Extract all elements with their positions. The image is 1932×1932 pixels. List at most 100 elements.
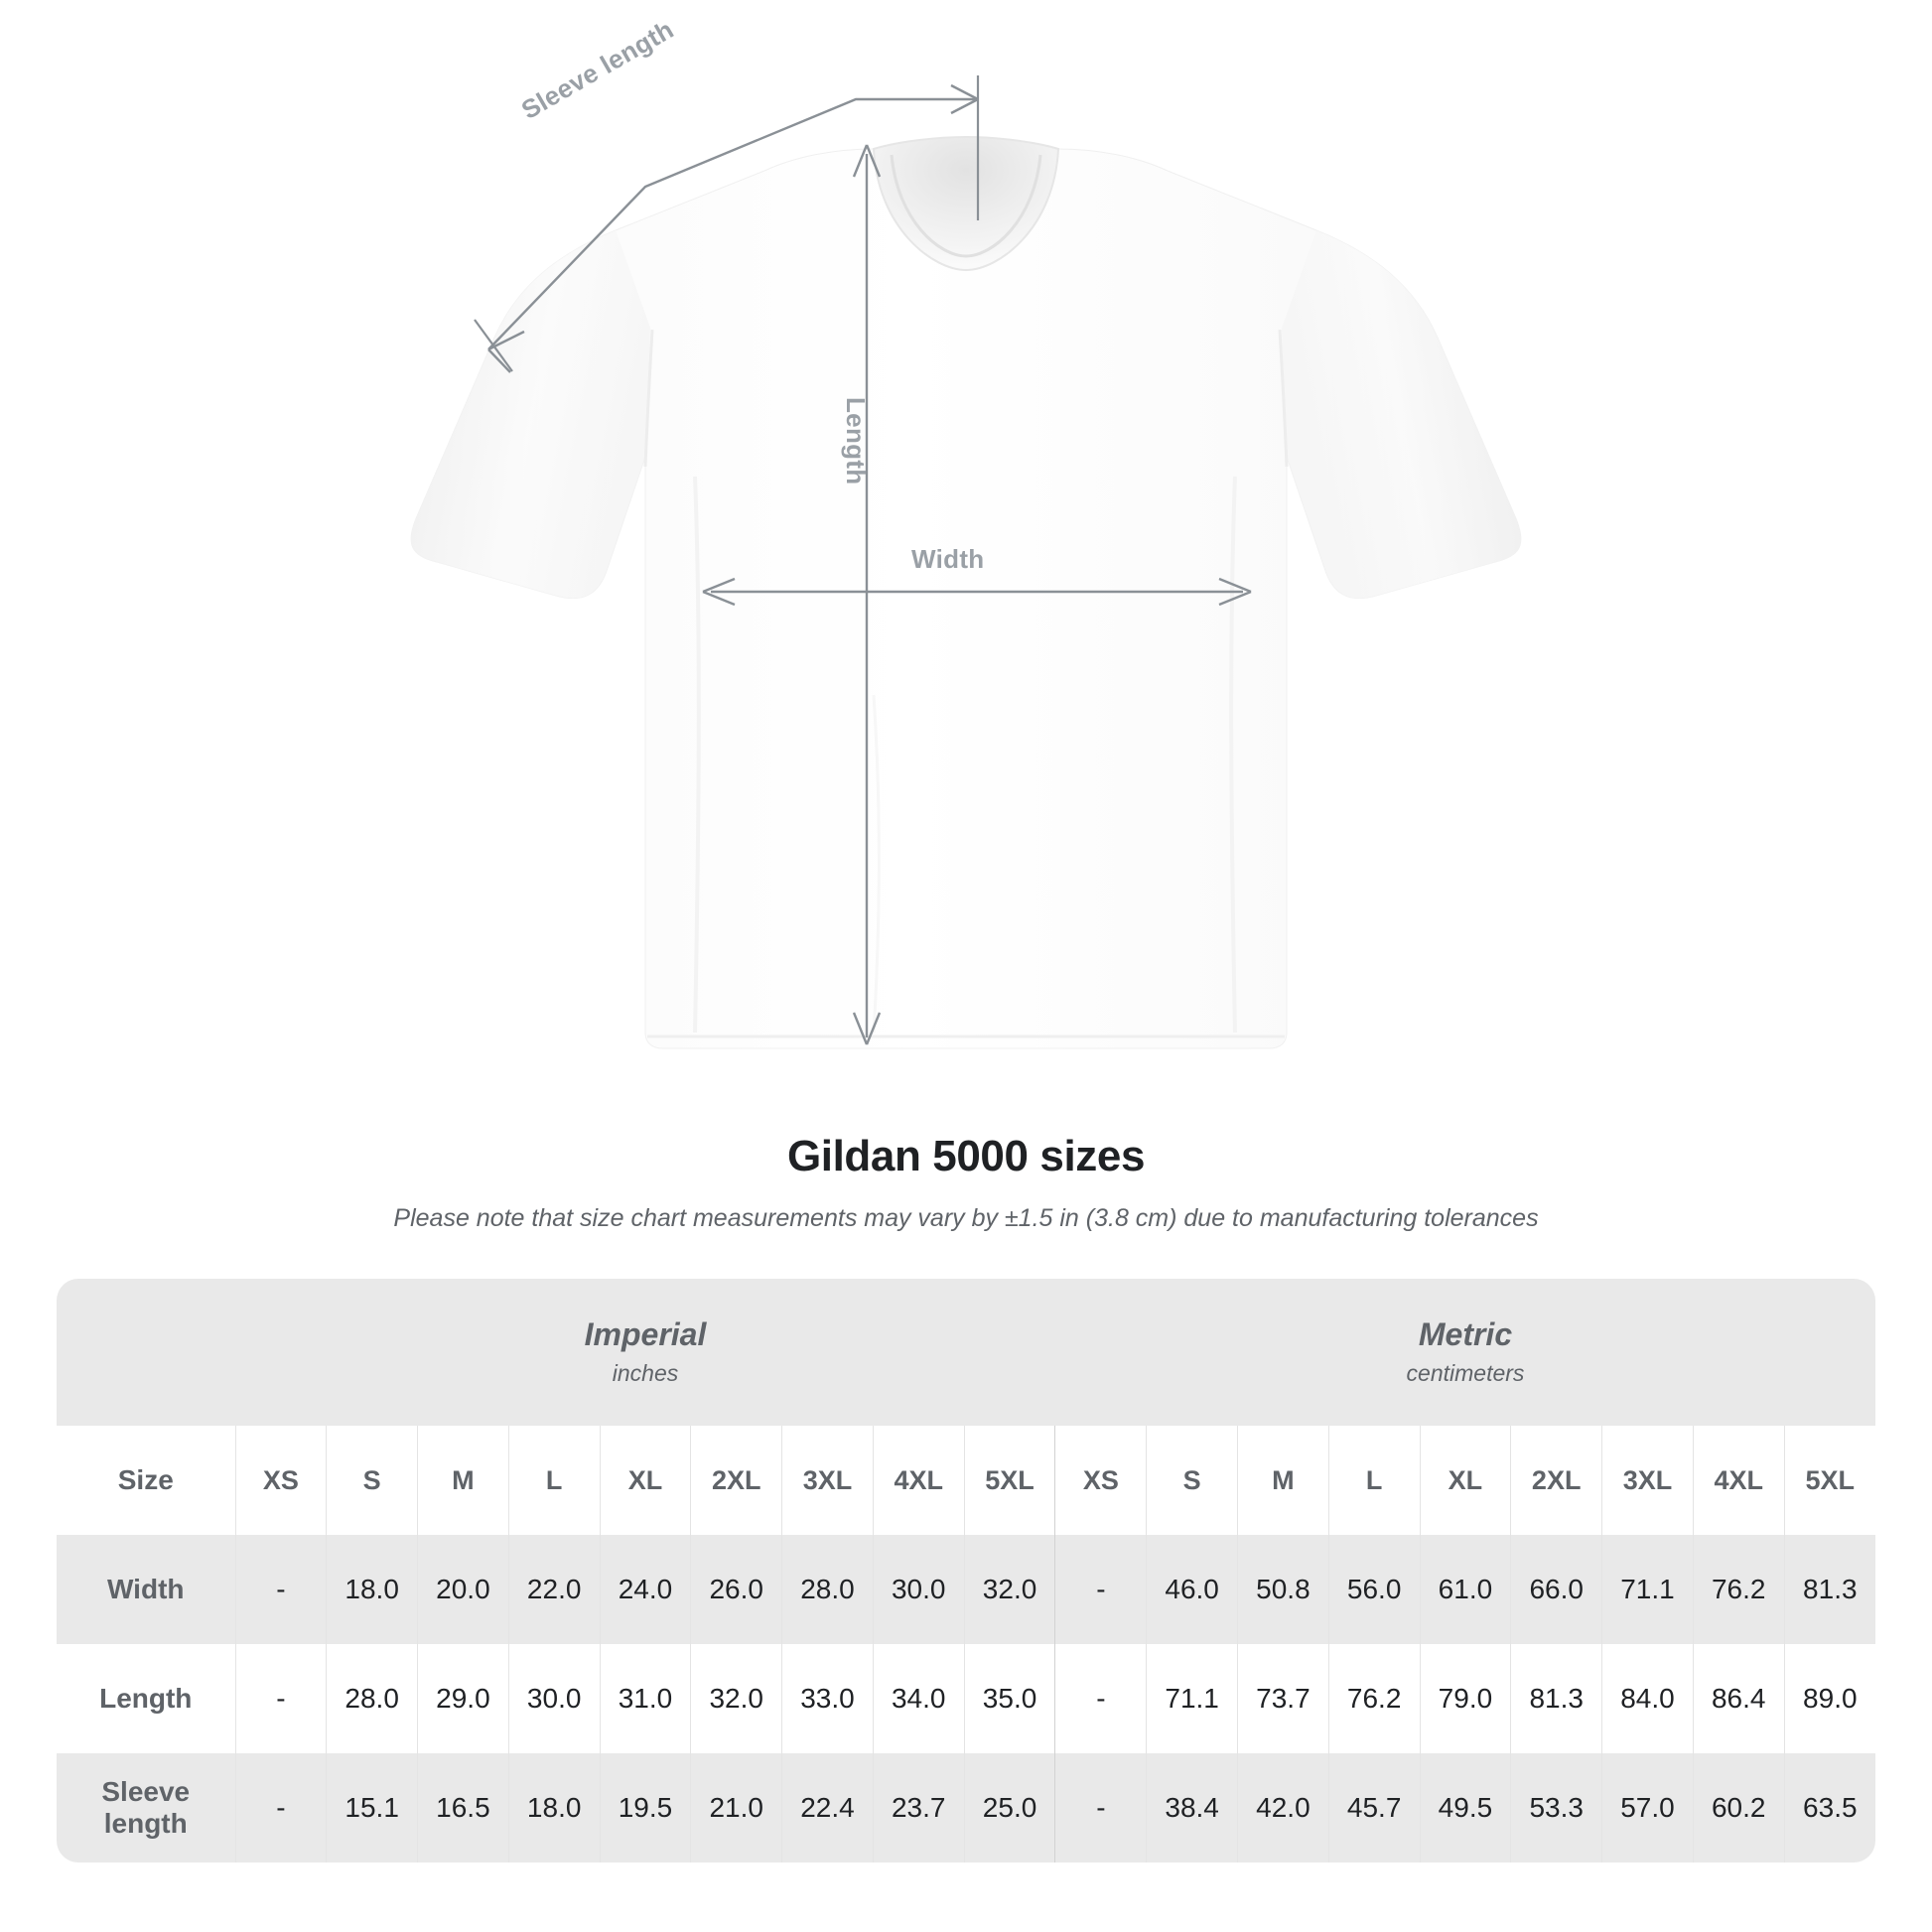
- size-chart-table-container: Imperial inches Metric centimeters Size XS S M L…: [57, 1279, 1875, 1863]
- cell-sleeve-length-metric-m: 42.0: [1237, 1753, 1329, 1863]
- cell-sleeve-length-metric-s: 38.4: [1146, 1753, 1238, 1863]
- cell-sleeve-length-metric-xs: -: [1054, 1753, 1147, 1863]
- cell-length-metric-s: 71.1: [1146, 1644, 1238, 1753]
- title-block: Gildan 5000 sizes Please note that size …: [0, 1132, 1932, 1234]
- cell-width-imperial-s: 18.0: [326, 1535, 418, 1644]
- cell-width-imperial-3xl: 28.0: [781, 1535, 874, 1644]
- cell-length-metric-4xl: 86.4: [1692, 1644, 1785, 1753]
- size-header-metric-3xl: 3XL: [1601, 1426, 1694, 1535]
- cell-sleeve-length-imperial-m: 16.5: [417, 1753, 509, 1863]
- cell-length-metric-m: 73.7: [1237, 1644, 1329, 1753]
- cell-width-metric-4xl: 76.2: [1692, 1535, 1785, 1644]
- size-column-header: Size: [57, 1426, 235, 1535]
- cell-width-imperial-xs: -: [234, 1535, 327, 1644]
- size-header-imperial-3xl: 3XL: [781, 1426, 874, 1535]
- table-row: Length -28.0 29.0 30.0 31.0 32.0 33.0 34.0 35.0-…: [57, 1644, 1875, 1753]
- cell-sleeve-length-imperial-3xl: 22.4: [781, 1753, 874, 1863]
- cell-length-imperial-xl: 31.0: [599, 1644, 691, 1753]
- size-header-metric-s: S: [1146, 1426, 1238, 1535]
- collar-inner: [890, 154, 1042, 258]
- size-header-imperial-xl: XL: [599, 1426, 691, 1535]
- cell-width-imperial-l: 22.0: [507, 1535, 601, 1644]
- tshirt-diagram: Sleeve length Length Width: [410, 14, 1522, 1049]
- cell-length-imperial-3xl: 33.0: [781, 1644, 874, 1753]
- length-arrow-top: [852, 144, 882, 178]
- cell-width-imperial-2xl: 26.0: [690, 1535, 782, 1644]
- cell-length-imperial-4xl: 34.0: [872, 1644, 965, 1753]
- cell-sleeve-length-metric-4xl: 60.2: [1692, 1753, 1785, 1863]
- cell-width-metric-2xl: 66.0: [1510, 1535, 1602, 1644]
- cell-length-metric-xl: 79.0: [1419, 1644, 1511, 1753]
- tolerance-note: Please note that size chart measurements…: [393, 1203, 1539, 1232]
- left-shoulder-seam: [643, 329, 654, 468]
- unit-group-name: Metric: [1418, 1316, 1513, 1353]
- cell-length-metric-l: 76.2: [1327, 1644, 1421, 1753]
- size-header-metric-xl: XL: [1419, 1426, 1511, 1535]
- size-header-imperial-5xl: 5XL: [963, 1426, 1055, 1535]
- row-label-length: Length: [57, 1644, 235, 1753]
- right-shoulder-seam: [1278, 329, 1289, 468]
- cell-length-imperial-xs: -: [234, 1644, 327, 1753]
- size-header-row: Size XS S M L XL 2XL 3XL 4XL 5XL XS S M L XL 2XL 3XL 4XL 5…: [57, 1426, 1875, 1535]
- size-header-metric-4xl: 4XL: [1692, 1426, 1785, 1535]
- fabric-fold-1: [693, 476, 701, 1034]
- sleeve-dimension-line: [487, 97, 978, 350]
- size-header-metric-xs: XS: [1054, 1426, 1147, 1535]
- length-arrow-bottom: [852, 1012, 882, 1045]
- cell-width-metric-xs: -: [1054, 1535, 1147, 1644]
- length-label: Length: [841, 397, 871, 485]
- unit-band-spacer: [57, 1279, 235, 1426]
- sleeve-arrow-right: [950, 83, 979, 115]
- sleeve-tick-left: [474, 319, 513, 372]
- cell-sleeve-length-imperial-xl: 19.5: [599, 1753, 691, 1863]
- cell-width-metric-m: 50.8: [1237, 1535, 1329, 1644]
- size-header-imperial-l: L: [507, 1426, 601, 1535]
- collar-outer: [872, 135, 1060, 272]
- left-sleeve-shade: [411, 230, 650, 599]
- cell-width-imperial-4xl: 30.0: [872, 1535, 965, 1644]
- tshirt-illustration: [410, 75, 1522, 1049]
- cell-sleeve-length-imperial-4xl: 23.7: [872, 1753, 965, 1863]
- unit-group-sublabel: inches: [612, 1360, 679, 1387]
- cell-width-metric-l: 56.0: [1327, 1535, 1421, 1644]
- cell-length-metric-xs: -: [1054, 1644, 1147, 1753]
- size-header-metric-l: L: [1327, 1426, 1421, 1535]
- cell-width-metric-3xl: 71.1: [1601, 1535, 1694, 1644]
- fabric-fold-2: [1229, 476, 1237, 1034]
- cell-length-metric-3xl: 84.0: [1601, 1644, 1694, 1753]
- cell-length-metric-5xl: 89.0: [1783, 1644, 1875, 1753]
- page-title: Gildan 5000 sizes: [786, 1132, 1146, 1180]
- cell-sleeve-length-metric-2xl: 53.3: [1510, 1753, 1602, 1863]
- size-header-imperial-2xl: 2XL: [690, 1426, 782, 1535]
- cell-width-metric-xl: 61.0: [1419, 1535, 1511, 1644]
- table-row: Width -18.0 20.0 22.0 24.0 26.0 28.0 30.0 32.0-4…: [57, 1535, 1875, 1644]
- cell-sleeve-length-imperial-l: 18.0: [507, 1753, 601, 1863]
- size-header-metric-m: M: [1237, 1426, 1329, 1535]
- cell-width-metric-s: 46.0: [1146, 1535, 1238, 1644]
- size-header-imperial-s: S: [326, 1426, 418, 1535]
- unit-group-sublabel: centimeters: [1406, 1360, 1525, 1387]
- row-label-sleeve-length: Sleeve length: [57, 1753, 235, 1863]
- unit-group-name: Imperial: [584, 1316, 707, 1353]
- cell-width-metric-5xl: 81.3: [1783, 1535, 1875, 1644]
- shirt-body-group: [410, 135, 1522, 1049]
- row-label-width: Width: [57, 1535, 235, 1644]
- cell-sleeve-length-metric-3xl: 57.0: [1601, 1753, 1694, 1863]
- size-header-imperial-4xl: 4XL: [872, 1426, 965, 1535]
- cell-sleeve-length-imperial-s: 15.1: [326, 1753, 418, 1863]
- cell-length-imperial-2xl: 32.0: [690, 1644, 782, 1753]
- cell-sleeve-length-imperial-5xl: 25.0: [963, 1753, 1055, 1863]
- cell-sleeve-length-metric-l: 45.7: [1327, 1753, 1421, 1863]
- fabric-fold-3: [872, 694, 881, 1034]
- cell-length-metric-2xl: 81.3: [1510, 1644, 1602, 1753]
- cell-width-imperial-5xl: 32.0: [963, 1535, 1055, 1644]
- cell-sleeve-length-imperial-xs: -: [234, 1753, 327, 1863]
- unit-group-metric: Metric centimeters: [1054, 1279, 1875, 1426]
- cell-length-imperial-s: 28.0: [326, 1644, 418, 1753]
- table-row: Sleeve length -15.1 16.5 18.0 19.5 21.0 22.4 23…: [57, 1753, 1875, 1863]
- size-header-imperial-xs: XS: [234, 1426, 327, 1535]
- width-arrow-left: [702, 577, 736, 607]
- size-chart-table: Imperial inches Metric centimeters Size XS S M L…: [57, 1279, 1875, 1863]
- width-label: Width: [911, 544, 985, 574]
- cell-length-imperial-l: 30.0: [507, 1644, 601, 1753]
